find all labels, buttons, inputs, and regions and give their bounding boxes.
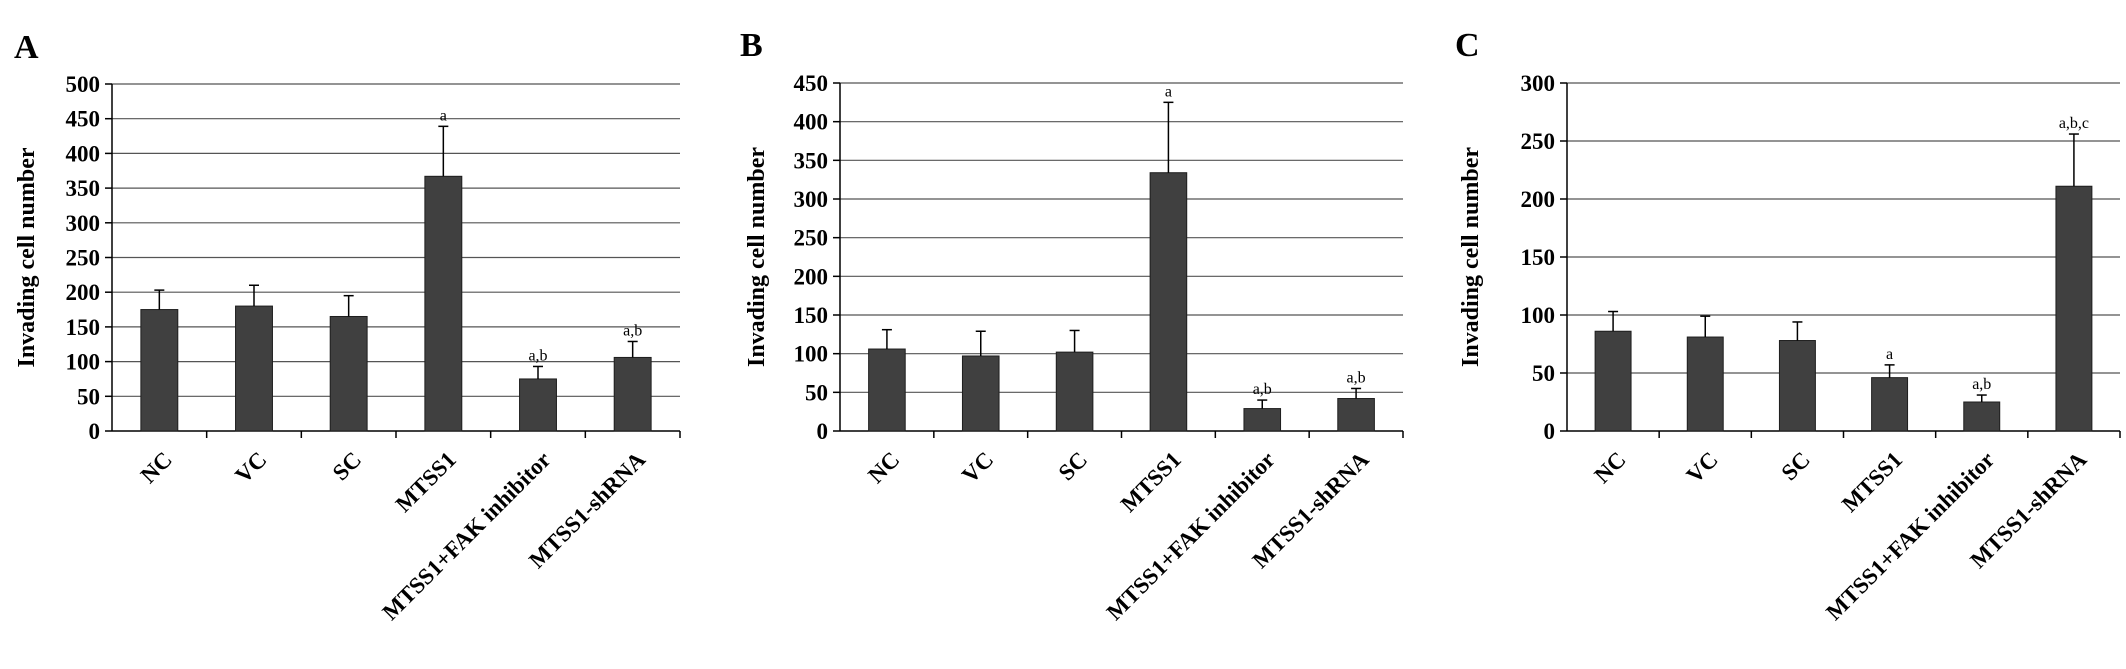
y-tick-label: 350 [794,148,829,173]
y-tick-label: 100 [66,350,101,375]
bar [2055,185,2093,432]
y-tick-label: 150 [66,315,101,340]
y-tick-label: 450 [66,107,101,132]
y-tick-label: 100 [794,342,829,367]
x-tick-label: VC [1682,447,1723,488]
x-tick-label: VC [957,447,998,488]
panel-letter: C [1455,27,1480,64]
y-tick-label: 50 [805,380,828,405]
bar [235,305,273,432]
x-tick-label: MTSS1+FAK inhibitor [1102,447,1280,625]
x-tick-label: SC [1776,447,1814,485]
bar [961,355,1000,432]
y-tick-label: 500 [66,72,101,97]
x-tick-label: NC [1589,447,1630,488]
bar [1778,340,1816,432]
x-tick-label: MTSS1+FAK inhibitor [378,447,556,625]
y-tick-label: 200 [1521,187,1556,212]
y-tick-label: 300 [1521,71,1556,96]
x-tick-label: MTSS1 [391,447,461,517]
x-tick-label: MTSS1 [1837,447,1907,517]
y-tick-label: 150 [1521,245,1556,270]
panel-letter: A [14,29,39,66]
significance-label: a,b [623,322,642,339]
bar [1149,172,1188,432]
significance-label: a,b [528,347,547,364]
y-tick-label: 50 [1532,361,1555,386]
x-tick-label: NC [136,447,177,488]
y-axis-label: Invading cell number [1458,147,1484,367]
chart-panel-c: C 0 50 100 150 200 250 300 Invading cell number N… [1455,27,2121,625]
x-tick-label: NC [863,447,904,488]
y-tick-label: 350 [66,176,101,201]
y-tick-label: 250 [66,246,101,271]
panel-letter: B [740,27,763,64]
y-tick-label: 200 [794,264,829,289]
x-tick-label: SC [1054,447,1092,485]
y-tick-label: 200 [66,280,101,305]
bar [1594,330,1632,432]
x-tick-label: MTSS1 [1116,447,1186,517]
significance-label: a,b,c [2059,115,2089,132]
significance-label: a [1165,83,1172,100]
y-tick-label: 450 [794,71,829,96]
significance-label: a,b [1347,369,1366,386]
significance-label: a,b [1253,381,1272,398]
bar [1055,351,1094,432]
bar [424,175,463,432]
y-tick-label: 0 [817,419,829,444]
bar [519,378,557,432]
y-axis-label: Invading cell number [744,147,770,367]
y-tick-label: 50 [77,384,100,409]
y-tick-label: 0 [89,419,101,444]
bar [1243,408,1282,432]
bar [1871,377,1909,432]
x-tick-label: MTSS1+FAK inhibitor [1821,447,1999,625]
bar [329,315,368,432]
y-tick-label: 150 [794,303,829,328]
significance-label: a [440,107,447,124]
y-tick-label: 400 [794,110,829,135]
y-tick-label: 400 [66,141,101,166]
bar [1963,401,2001,432]
chart-panel-a: A 0 50 100 150 200 250 300 350 400 450 500 Invading … [14,29,681,625]
bar [1337,398,1375,432]
bar [868,348,906,432]
y-tick-label: 250 [794,226,829,251]
bar [140,309,179,432]
significance-label: a,b [1972,376,1991,393]
y-tick-label: 250 [1521,129,1556,154]
bar [613,356,652,432]
y-tick-label: 100 [1521,303,1556,328]
bar [1686,336,1724,432]
x-tick-label: SC [328,447,366,485]
y-tick-label: 300 [66,211,101,236]
x-tick-label: VC [230,447,271,488]
y-tick-label: 0 [1544,419,1556,444]
y-axis-label: Invading cell number [14,147,40,367]
chart-panel-b: B 0 50 100 150 200 250 300 350 400 450 Invading cel… [740,27,1404,625]
significance-label: a [1886,346,1893,363]
y-tick-label: 300 [794,187,829,212]
